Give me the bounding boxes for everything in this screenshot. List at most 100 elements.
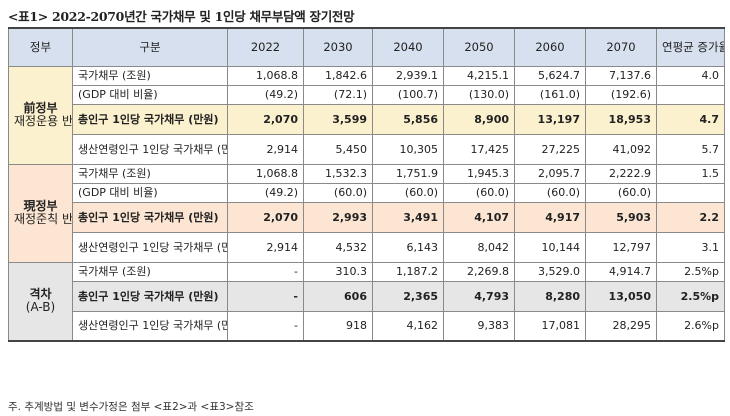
value-cell: 4,793 (443, 280, 515, 312)
value-cell: 4,215.1 (443, 65, 515, 86)
value-cell: 5,903 (585, 201, 657, 233)
value-cell: 2,993 (303, 201, 373, 233)
value-cell: 1,751.9 (372, 163, 444, 184)
value-cell: 1,068.8 (227, 65, 304, 86)
header-cell: 2050 (443, 27, 515, 67)
value-cell: 4.7 (656, 103, 725, 135)
value-cell: 8,042 (443, 231, 515, 263)
value-cell: 1,532.3 (303, 163, 373, 184)
value-cell: 5,856 (372, 103, 444, 135)
value-cell: 3,599 (303, 103, 373, 135)
group-name: 격차 (29, 287, 52, 302)
row-label: 국가채무 (조원) (72, 163, 228, 184)
header-row: 정부 구분 2022 2030 2040 2050 2060 2070 연평균 … (8, 27, 725, 67)
value-cell: 2,914 (227, 133, 304, 165)
value-cell: 10,144 (514, 231, 586, 263)
value-cell: 606 (303, 280, 373, 312)
table-row: (GDP 대비 비율) (49.2) (60.0) (60.0) (60.0) (60.0… (9, 182, 725, 203)
value-cell: 1.5 (656, 163, 725, 184)
value-cell: 4,107 (443, 201, 515, 233)
value-cell: 2.2 (656, 201, 725, 233)
value-cell: 18,953 (585, 103, 657, 135)
table-row: 생산연령인구 1인당 국가채무 (만원)-9184,1629,38317,081… (9, 310, 725, 342)
value-cell: 2,365 (372, 280, 444, 312)
row-label: 총인구 1인당 국가채무 (만원) (72, 201, 228, 233)
value-cell: 28,295 (585, 310, 657, 342)
value-cell: 1,068.8 (227, 163, 304, 184)
value-cell: (49.2) (227, 84, 304, 105)
table-row: 생산연령인구 1인당 국가채무 (만원)2,9145,45010,30517,4… (9, 133, 725, 165)
group-sub: (A-B) (25, 300, 56, 315)
value-cell: 2,222.9 (585, 163, 657, 184)
value-cell: 1,187.2 (372, 261, 444, 282)
value-cell: 4,162 (372, 310, 444, 342)
value-cell: 6,143 (372, 231, 444, 263)
value-cell: (161.0) (514, 84, 586, 105)
value-cell: 310.3 (303, 261, 373, 282)
value-cell: - (227, 280, 304, 312)
value-cell: 13,050 (585, 280, 657, 312)
value-cell: (49.2) (227, 182, 304, 203)
value-cell: 10,305 (372, 133, 444, 165)
value-cell: (60.0) (303, 182, 373, 203)
group-label: 격차 (A-B) (8, 261, 73, 342)
header-cell: 2060 (514, 27, 586, 67)
value-cell: 2.5%p (656, 261, 725, 282)
value-cell (656, 182, 725, 203)
value-cell: 17,081 (514, 310, 586, 342)
footnote: 주. 추계방법 및 변수가정은 첨부 <표2>과 <표3>참조 (8, 401, 254, 413)
group-name: 前정부 (23, 101, 58, 115)
row-label: 국가채무 (조원) (72, 65, 228, 86)
value-cell: 5.7 (656, 133, 725, 165)
value-cell: 4.0 (656, 65, 725, 86)
value-cell: 7,137.6 (585, 65, 657, 86)
table-row: 총인구 1인당 국가채무 (만원) -606 2,365 4,793 8,280 13,0… (9, 280, 725, 312)
group-name: 現정부 (23, 199, 58, 213)
value-cell: 2,269.8 (443, 261, 515, 282)
value-cell: 3,529.0 (514, 261, 586, 282)
header-cell: 2070 (585, 27, 657, 67)
value-cell: 27,225 (514, 133, 586, 165)
value-cell: (130.0) (443, 84, 515, 105)
value-cell: 8,900 (443, 103, 515, 135)
table-title: <표1> 2022-2070년간 국가채무 및 1인당 채무부담액 장기전망 (8, 9, 355, 24)
row-label: 생산연령인구 1인당 국가채무 (만원) (72, 310, 228, 342)
value-cell: 5,450 (303, 133, 373, 165)
value-cell: 5,624.7 (514, 65, 586, 86)
value-cell: (72.1) (303, 84, 373, 105)
header-cell: 2030 (303, 27, 373, 67)
value-cell: (60.0) (514, 182, 586, 203)
value-cell: 2,070 (227, 201, 304, 233)
row-label: (GDP 대비 비율) (72, 182, 228, 203)
value-cell: 3.1 (656, 231, 725, 263)
row-label: 국가채무 (조원) (72, 261, 228, 282)
value-cell: 1,945.3 (443, 163, 515, 184)
header-cell: 2022 (227, 27, 304, 67)
debt-projection-table: 정부 구분 2022 2030 2040 2050 2060 2070 연평균 … (8, 27, 725, 342)
value-cell (656, 84, 725, 105)
value-cell: (60.0) (372, 182, 444, 203)
value-cell: - (227, 310, 304, 342)
row-label: 총인구 1인당 국가채무 (만원) (72, 280, 228, 312)
value-cell: 8,280 (514, 280, 586, 312)
value-cell: 4,914.7 (585, 261, 657, 282)
value-cell: 2.6%p (656, 310, 725, 342)
table-row: 총인구 1인당 국가채무 (만원) 2,070 3,599 5,856 8,900 13,… (9, 103, 725, 135)
value-cell: 2,095.7 (514, 163, 586, 184)
value-cell: 13,197 (514, 103, 586, 135)
header-cell: 2040 (372, 27, 444, 67)
value-cell: (100.7) (372, 84, 444, 105)
value-cell: 17,425 (443, 133, 515, 165)
value-cell: 1,842.6 (303, 65, 373, 86)
value-cell: (60.0) (585, 182, 657, 203)
row-label: 총인구 1인당 국가채무 (만원) (72, 103, 228, 135)
row-label: 생산연령인구 1인당 국가채무 (만원) (72, 231, 228, 263)
value-cell: 4,532 (303, 231, 373, 263)
table-row: 격차 (A-B) 국가채무 (조원) -310.3 1,187.2 2,269.8 3,52… (8, 261, 725, 342)
table-row: 생산연령인구 1인당 국가채무 (만원)2,9144,5326,1438,042… (9, 231, 725, 263)
